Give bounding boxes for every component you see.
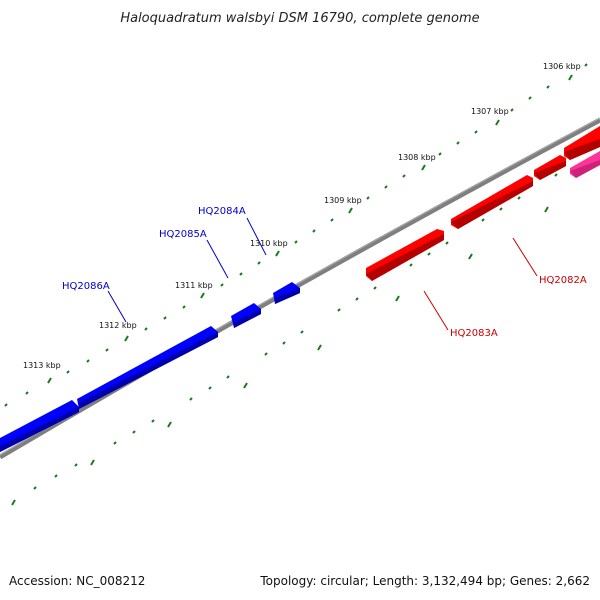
tick-label-1308: 1308 kbp — [398, 153, 436, 162]
tick-label-1311: 1311 kbp — [175, 281, 213, 290]
gene-label-hq2085a[interactable]: HQ2085A — [159, 229, 207, 240]
minus-strand-genes — [366, 126, 600, 281]
gene-label-hq2082a[interactable]: HQ2082A — [539, 275, 587, 286]
gene-label-hq2083a[interactable]: HQ2083A — [450, 328, 498, 339]
gene-arrow-hq2084a-shadow — [275, 288, 300, 304]
gene-arrow-unlabeled-red-1-shadow — [534, 161, 566, 180]
tick-label-1307: 1307 kbp — [471, 107, 509, 116]
gene-label-hq2086a[interactable]: HQ2086A — [62, 281, 110, 292]
tick-label-1306: 1306 kbp — [543, 62, 581, 71]
tick-label-1310: 1310 kbp — [250, 239, 288, 248]
gene-arrow-unlabeled-pink-shadow — [570, 160, 600, 178]
label-leaders — [107, 217, 538, 331]
genome-backbone — [0, 117, 600, 460]
gene-arrow-hq2082a-shadow — [451, 181, 533, 229]
gene-label-hq2084a[interactable]: HQ2084A — [198, 206, 246, 217]
outer-tick-ring — [4, 63, 588, 407]
gene-arrow-hq2085a-shadow — [234, 309, 261, 328]
accession-text: Accession: NC_008212 — [9, 574, 146, 588]
gene-arrow-shadow — [0, 407, 79, 452]
inner-tick-ring — [11, 173, 558, 506]
gene-arrow-unlabeled-red-2-shadow — [564, 139, 600, 160]
tick-label-1313: 1313 kbp — [23, 361, 61, 370]
gene-arrow-hq2083a-shadow — [366, 234, 444, 281]
tick-label-1309: 1309 kbp — [324, 196, 362, 205]
genome-summary-text: Topology: circular; Length: 3,132,494 bp… — [260, 574, 590, 588]
map-title: Haloquadratum walsbyi DSM 16790, complet… — [120, 11, 479, 26]
gene-arrow-hq2086a-shadow — [79, 332, 218, 409]
plus-strand-genes — [0, 282, 300, 452]
tick-label-1312: 1312 kbp — [99, 321, 137, 330]
